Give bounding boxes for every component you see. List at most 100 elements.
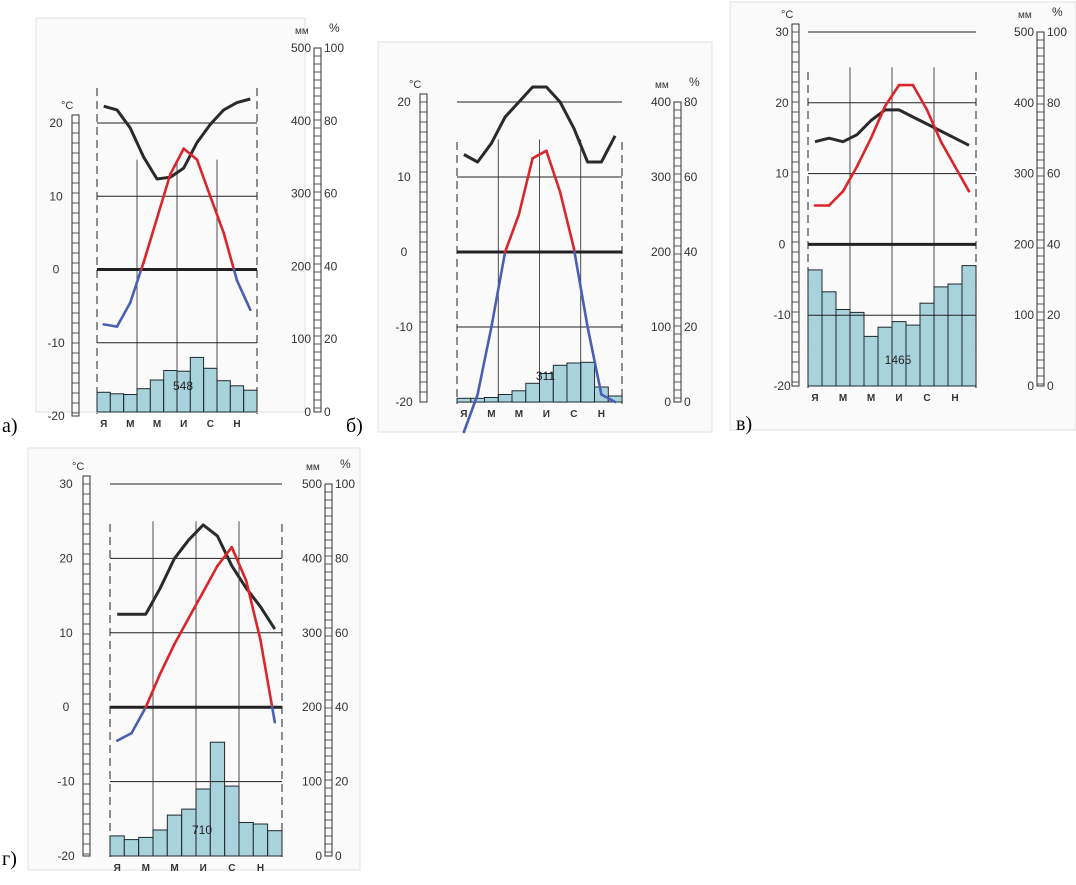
humidity-tick-label: 20 [1047, 308, 1061, 322]
month-label: М [153, 419, 161, 430]
precipitation-bar [821, 291, 837, 387]
temperature-unit-label: °C [61, 100, 73, 112]
precipitation-bar [470, 397, 486, 403]
temperature-warm-segment [155, 173, 172, 220]
precipitation-bar [209, 741, 226, 857]
precipitation-tick-label: 300 [1014, 167, 1034, 181]
humidity-line [463, 85, 617, 164]
panel-label: б) [346, 415, 363, 437]
humidity-tick-label: 40 [324, 259, 338, 273]
precipitation-tick-label: 400 [302, 551, 322, 565]
precipitation-bar [835, 309, 851, 387]
month-label: С [923, 393, 930, 404]
precipitation-bar [807, 269, 823, 387]
panel-frame [377, 41, 713, 433]
temperature-tick-label: 0 [779, 237, 786, 251]
precipitation-bar [152, 829, 168, 857]
temperature-unit-label: °C [409, 79, 421, 91]
precipitation-bar [961, 265, 977, 387]
precipitation-bar [96, 391, 111, 413]
precipitation-bar [109, 393, 125, 413]
month-label: И [895, 393, 902, 404]
precipitation-bar [947, 283, 963, 387]
month-label: М [142, 863, 150, 874]
temperature-tick-label: 20 [775, 96, 789, 110]
month-label: С [228, 863, 235, 874]
temperature-cold-segment [102, 323, 119, 328]
precipitation-bar [267, 830, 283, 857]
temperature-warm-segment [503, 213, 521, 254]
temperature-warm-segment [545, 149, 562, 194]
humidity-tick-label: 100 [1047, 25, 1067, 39]
precipitation-tick-label: 300 [291, 187, 311, 201]
precipitation-tick-label: 400 [651, 95, 671, 109]
temperature-warm-segment [883, 83, 901, 108]
temperature-tick-label: 20 [49, 116, 63, 130]
annual-precipitation-total: 710 [192, 823, 212, 837]
panel-frame [35, 17, 306, 413]
temperature-warm-segment [209, 195, 225, 235]
temperature-cold-segment [115, 301, 132, 328]
temperature-warm-segment [953, 165, 971, 193]
temperature-warm-segment [195, 158, 212, 198]
humidity-tick-label: 80 [1047, 96, 1061, 110]
annual-precipitation-total: 311 [536, 369, 555, 383]
temperature-unit-label: °C [781, 9, 793, 21]
precipitation-axis [313, 47, 322, 413]
panel-label: в) [736, 413, 752, 435]
month-label: С [570, 409, 577, 420]
humidity-line [814, 108, 970, 147]
humidity-unit-label: % [329, 21, 340, 35]
temperature-warm-segment [182, 147, 199, 161]
month-label: М [839, 393, 847, 404]
precipitation-tick-label: 200 [302, 700, 322, 714]
precipitation-bar [252, 823, 269, 857]
temperature-tick-label: 0 [63, 700, 70, 714]
precipitation-tick-label: 0 [304, 405, 311, 419]
humidity-tick-label: 40 [1047, 237, 1061, 251]
humidity-tick-label: 0 [1047, 379, 1054, 393]
humidity-tick-label: 60 [684, 170, 698, 184]
precipitation-unit-label: мм [306, 462, 320, 473]
temperature-warm-segment [855, 136, 873, 168]
panel-label: г) [2, 848, 17, 870]
temperature-warm-segment [244, 579, 262, 642]
humidity-tick-label: 40 [684, 245, 698, 259]
temperature-warm-segment [216, 545, 234, 568]
climatogram-c: 3020100-10-20°C5004003002001000100806040… [729, 1, 1076, 435]
annual-precipitation-total: 1465 [885, 353, 912, 367]
temperature-tick-label: 10 [775, 167, 789, 181]
temperature-cold-segment [573, 250, 589, 329]
temperature-tick-label: 10 [397, 170, 411, 184]
precipitation-bar [863, 335, 879, 387]
precipitation-tick-label: 0 [1027, 379, 1034, 393]
temperature-tick-label: 20 [59, 551, 73, 565]
temperature-tick-label: 30 [775, 25, 789, 39]
precipitation-bar [229, 385, 245, 413]
temperature-tick-label: -10 [773, 308, 791, 322]
precipitation-tick-label: 500 [1014, 25, 1034, 39]
humidity-tick-label: 60 [324, 187, 338, 201]
precipitation-tick-label: 100 [302, 775, 322, 789]
precipitation-bar [203, 367, 218, 413]
precipitation-bar [243, 389, 258, 413]
precipitation-bar [216, 380, 231, 413]
precipitation-bar [580, 361, 596, 403]
month-label: М [515, 409, 523, 420]
humidity-tick-label: 0 [335, 849, 342, 863]
temperature-cold-segment [462, 393, 479, 434]
temperature-axis [71, 114, 80, 417]
temperature-warm-segment [201, 564, 219, 594]
precipitation-bar [566, 362, 582, 403]
precipitation-bar [933, 286, 949, 387]
month-label: М [126, 419, 134, 430]
temperature-tick-label: 20 [397, 95, 411, 109]
climatogram-d: 3020100-10-20°C5004003002001000100806040… [2, 447, 361, 874]
humidity-line [103, 97, 251, 181]
month-label: М [487, 409, 495, 420]
temperature-tick-label: -20 [57, 849, 75, 863]
temperature-axis [82, 475, 91, 857]
humidity-unit-label: % [689, 75, 700, 89]
temperature-warm-segment [841, 165, 859, 193]
precipitation-unit-label: мм [655, 80, 669, 91]
